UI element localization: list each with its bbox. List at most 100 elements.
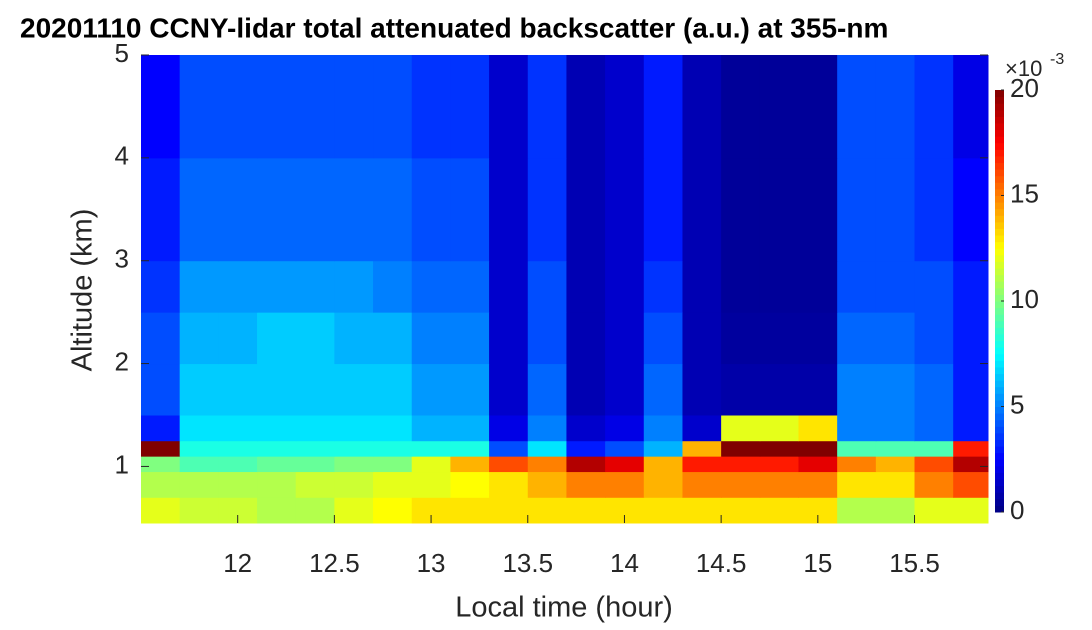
- heatmap-cell: [721, 157, 761, 262]
- y-tick-label: 2: [115, 346, 129, 376]
- heatmap-cell: [334, 260, 374, 313]
- heatmap-cell: [411, 260, 451, 313]
- heatmap-cell: [334, 456, 374, 473]
- heatmap-cell: [141, 157, 181, 262]
- heatmap-cell: [759, 415, 799, 442]
- heatmap-cell: [450, 55, 490, 159]
- heatmap-cell: [450, 456, 490, 473]
- colorbar-swatch: [995, 472, 1004, 480]
- heatmap-cell: [682, 55, 722, 159]
- heatmap-cell: [721, 440, 761, 457]
- colorbar-swatch: [995, 169, 1004, 177]
- heatmap-cell: [450, 363, 490, 416]
- heatmap-cell: [682, 440, 722, 457]
- heatmap-cell: [837, 440, 877, 457]
- colorbar-swatch: [995, 353, 1004, 361]
- heatmap-cell: [643, 497, 683, 524]
- heatmap-cell: [373, 415, 413, 442]
- colorbar-swatch: [995, 195, 1004, 203]
- heatmap-cell: [218, 260, 258, 313]
- heatmap-cell: [682, 157, 722, 262]
- x-tick-label: 15.5: [889, 548, 940, 578]
- heatmap-cell: [257, 312, 297, 365]
- heatmap-cell: [914, 471, 954, 498]
- heatmap-cell: [682, 471, 722, 498]
- heatmap-cell: [875, 497, 916, 524]
- heatmap-cell: [218, 312, 258, 365]
- heatmap-cell: [295, 55, 335, 159]
- x-axis-label: Local time (hour): [455, 592, 673, 624]
- heatmap-cell: [682, 497, 722, 524]
- colorbar-swatch: [995, 360, 1004, 368]
- colorbar-swatch: [995, 254, 1004, 262]
- heatmap-cell: [875, 312, 916, 365]
- heatmap-cell: [411, 312, 451, 365]
- heatmap-cell: [489, 471, 529, 498]
- heatmap-cell: [759, 260, 799, 313]
- heatmap-cell: [334, 363, 374, 416]
- colorbar-swatch: [995, 459, 1004, 467]
- heatmap-cell: [334, 312, 374, 365]
- heatmap-cell: [837, 55, 877, 159]
- heatmap-cell: [953, 440, 989, 457]
- y-tick-label: 3: [115, 244, 129, 274]
- heatmap-cell: [605, 456, 645, 473]
- heatmap-cell: [837, 497, 877, 524]
- heatmap-cell: [837, 157, 877, 262]
- colorbar-swatch: [995, 333, 1004, 342]
- colorbar-swatch: [995, 122, 1004, 131]
- heatmap-cell: [914, 55, 954, 159]
- heatmap-cell: [141, 415, 181, 442]
- heatmap-cell: [605, 312, 645, 365]
- colorbar-swatch: [995, 142, 1004, 150]
- heatmap-cell: [643, 55, 683, 159]
- heatmap-cell: [141, 363, 181, 416]
- heatmap-cell: [218, 471, 258, 498]
- heatmap-cell: [953, 312, 989, 365]
- heatmap-cell: [759, 497, 799, 524]
- heatmap-cell: [257, 415, 297, 442]
- heatmap-cell: [527, 55, 567, 159]
- heatmap-cell: [411, 471, 451, 498]
- y-tick-label: 5: [115, 38, 129, 68]
- heatmap-cell: [450, 440, 490, 457]
- heatmap-cell: [334, 471, 374, 498]
- heatmap-cell: [643, 363, 683, 416]
- heatmap-cell: [527, 497, 567, 524]
- colorbar-swatch: [995, 228, 1004, 236]
- heatmap-cell: [566, 157, 606, 262]
- colorbar-swatch: [995, 366, 1004, 375]
- heatmap-cell: [605, 363, 645, 416]
- colorbar-swatch: [995, 320, 1004, 328]
- heatmap-cell: [914, 260, 954, 313]
- colorbar-swatch: [995, 215, 1004, 223]
- heatmap-cell: [257, 456, 297, 473]
- heatmap-cell: [682, 456, 722, 473]
- colorbar-swatch: [995, 426, 1004, 434]
- colorbar-tick-label: 0: [1010, 495, 1024, 525]
- heatmap-cell: [875, 440, 916, 457]
- colorbar-swatch: [995, 380, 1004, 388]
- heatmap-cell: [489, 415, 529, 442]
- heatmap-cell: [798, 363, 838, 416]
- heatmap-cell: [218, 157, 258, 262]
- heatmap-cell: [875, 415, 916, 442]
- heatmap-cell: [798, 55, 838, 159]
- heatmap-cell: [334, 157, 374, 262]
- heatmap-cell: [527, 456, 567, 473]
- heatmap-cell: [450, 260, 490, 313]
- heatmap-cell: [798, 456, 838, 473]
- colorbar-scale-exponent: -3: [1050, 51, 1064, 68]
- heatmap-cell: [489, 497, 529, 524]
- heatmap-cell: [953, 157, 989, 262]
- heatmap-cell: [721, 363, 761, 416]
- colorbar-swatch: [995, 241, 1004, 249]
- heatmap-cell: [914, 440, 954, 457]
- heatmap-cell: [837, 260, 877, 313]
- heatmap-cell: [489, 440, 529, 457]
- colorbar-swatch: [995, 103, 1004, 111]
- heatmap-cell: [450, 497, 490, 524]
- heatmap-cell: [179, 497, 219, 524]
- x-tick-label: 12.5: [309, 548, 360, 578]
